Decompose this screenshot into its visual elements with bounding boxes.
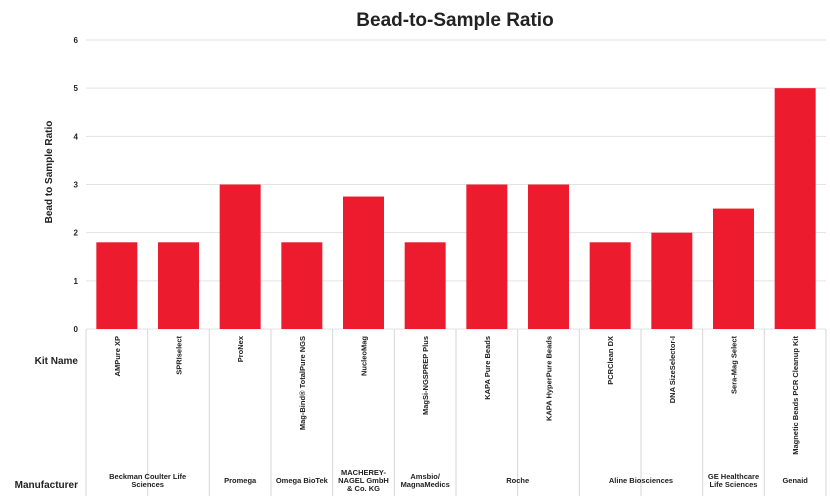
bar <box>528 184 569 329</box>
manufacturer-row-label: Manufacturer <box>15 480 78 491</box>
manufacturer-labels: Beckman Coulter Life Sciences Promega Omega… <box>109 468 808 493</box>
bars <box>96 88 816 330</box>
manufacturer-label: GE Healthcare Life Sciences <box>708 472 759 489</box>
manufacturer-label: MACHEREY-NAGEL GmbH & Co. KG <box>338 468 389 493</box>
manufacturer-label: Roche <box>506 476 529 485</box>
y-axis-label: Bead to Sample Ratio <box>44 121 55 224</box>
kit-name-label: Mag-Bind® TotalPure NGS <box>298 336 307 430</box>
kit-name-label: NucleoMag <box>360 336 369 376</box>
bar <box>651 232 693 329</box>
kit-name-label: KAPA Pure Beads <box>483 336 492 400</box>
kit-name-label: Magnetic Beads PCR Cleanup Kit <box>791 336 800 455</box>
kit-name-label: MagSi-NGSPREP Plus <box>421 336 430 415</box>
bar <box>96 242 138 329</box>
kit-name-label: SPRIselect <box>175 336 184 375</box>
bar <box>158 242 199 329</box>
y-tick-label: 3 <box>74 181 79 190</box>
manufacturer-label: Aline Biosciences <box>609 476 673 485</box>
manufacturer-label: Genaid <box>782 476 808 485</box>
kit-name-labels: AMPure XP SPRIselect ProNex Mag-Bind® Total… <box>113 335 800 455</box>
y-tick-label: 6 <box>74 36 79 45</box>
y-tick-label: 0 <box>74 325 79 334</box>
bar <box>281 242 323 329</box>
y-tick-label: 2 <box>74 229 79 238</box>
kit-name-label: DNA SizeSelector-I <box>668 336 677 403</box>
kit-name-label: KAPA HyperPure Beads <box>545 336 554 421</box>
category-separators <box>85 329 827 496</box>
kit-name-label: AMPure XP <box>113 336 122 376</box>
kit-name-label: PCRClean DX <box>606 336 615 385</box>
manufacturer-label: Amsbio/MagnaMedics <box>401 472 450 489</box>
manufacturer-label: Omega BioTek <box>276 476 329 485</box>
gridlines: 0 1 2 3 4 5 6 <box>74 36 826 334</box>
bar <box>404 242 446 329</box>
y-tick-label: 1 <box>74 277 79 286</box>
manufacturer-label: Beckman Coulter Life Sciences <box>109 472 186 489</box>
kit-name-label: ProNex <box>236 335 245 362</box>
kit-name-label: Sera-Mag Select <box>730 336 739 394</box>
kit-name-row-label: Kit Name <box>35 356 79 367</box>
bar <box>343 196 384 329</box>
chart-title: Bead-to-Sample Ratio <box>356 10 553 31</box>
manufacturer-label: Promega <box>224 476 257 485</box>
bar <box>589 242 631 329</box>
bar <box>774 88 816 330</box>
y-tick-label: 5 <box>74 84 79 93</box>
bar <box>466 184 508 329</box>
bar <box>219 184 261 329</box>
y-tick-label: 4 <box>74 132 79 141</box>
bar <box>713 208 754 329</box>
